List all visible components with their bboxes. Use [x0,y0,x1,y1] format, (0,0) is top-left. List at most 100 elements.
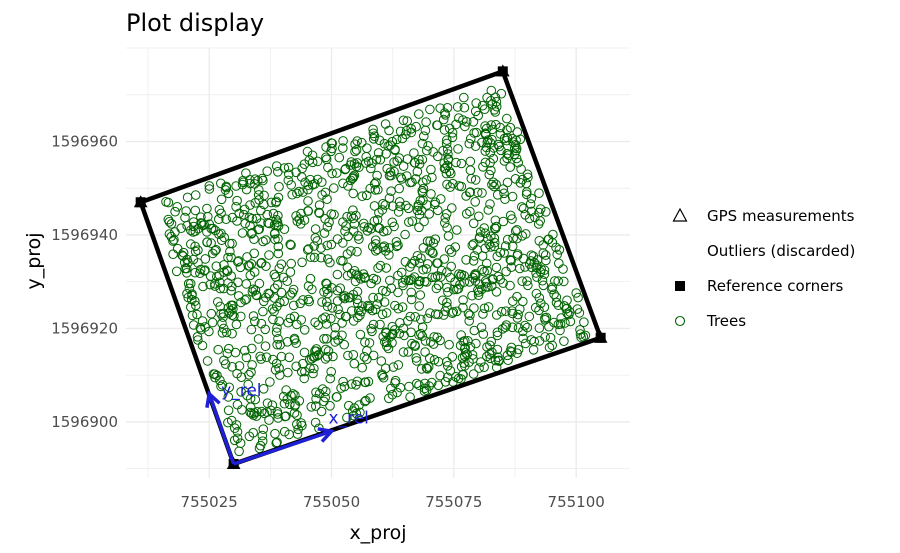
tree-point [439,158,450,168]
tree-point [289,408,300,418]
tree-point [289,333,300,344]
tree-point [544,342,555,353]
tree-point [268,314,278,325]
tree-point [441,138,452,149]
tree-point [394,197,405,207]
tree-point [469,270,480,280]
tree-point [483,205,494,215]
tree-point [249,234,259,244]
tree-point [255,440,266,451]
tree-point [322,352,333,362]
tree-point [484,239,495,250]
tree-point [321,344,331,355]
tree-point [377,309,388,320]
tree-point [482,92,492,103]
tree-point [268,208,279,219]
tree-point [274,316,285,327]
tree-point [345,292,355,303]
tree-point [453,144,463,154]
tree-point [204,181,215,191]
tree-point [576,332,586,343]
tree-point [414,301,425,311]
tree-point [560,318,570,328]
axis-ticks: 755025 755050 755075 755100 1596900 1596920 15… [51,132,605,511]
tree-point [419,216,429,227]
tree-point [380,119,391,129]
tree-point [384,393,394,404]
tree-point [222,348,233,359]
tree-point [499,248,509,258]
tree-point [243,379,253,390]
tree-point [257,173,267,184]
tree-point [348,205,358,215]
tree-point [352,294,362,305]
tree-point [279,426,290,437]
tree-point [549,317,559,328]
tree-point [370,235,381,245]
tree-point [474,287,484,297]
tree-point [425,246,435,256]
tree-point [361,152,372,162]
tree-point [461,209,472,219]
tree-point [317,190,327,200]
tree-point [200,265,210,275]
tree-point [374,208,384,218]
tree-point [461,191,471,201]
tree-point [231,420,242,430]
tree-point [231,202,241,212]
tree-point [357,301,368,311]
tree-point [266,197,277,208]
tree-point [240,345,250,356]
tree-point [459,92,469,103]
tree-point [506,342,517,353]
tree-point [198,281,208,292]
tree-point [190,205,201,216]
tree-point [182,288,192,299]
tree-point [387,389,398,400]
tree-point [291,211,301,221]
legend-label: GPS measurements [707,207,855,225]
tree-point [468,369,479,379]
tree-point [520,210,531,220]
tree-point [180,212,190,223]
tree-point [402,154,413,164]
tree-point [418,243,429,253]
tree-point [483,282,493,292]
tree-point [244,370,254,380]
tree-point [502,177,513,188]
tree-point [452,284,462,295]
tree-point [388,201,398,211]
tree-point [258,424,269,435]
y-tick-label: 1596960 [51,132,118,150]
tree-point [261,235,271,245]
tree-point [387,321,398,332]
tree-point [371,239,381,249]
tree-point [565,316,576,327]
tree-point [232,216,242,226]
tree-point [368,350,379,361]
tree-point [166,219,177,229]
tree-point [330,337,340,347]
tree-point [442,103,453,113]
tree-point [310,417,321,428]
tree-point [384,243,394,253]
tree-point [279,224,290,234]
tree-point [303,206,313,216]
tree-point [371,275,382,285]
tree-point [182,268,192,278]
tree-point [241,294,252,304]
tree-point [379,138,390,149]
tree-point [398,323,409,334]
x-axis-title: x_proj [349,522,406,544]
tree-point [488,177,499,188]
tree-point [411,378,422,389]
tree-point [422,200,432,210]
tree-point [262,166,273,176]
tree-point [433,280,444,291]
tree-point [183,257,193,268]
tree-point [357,191,368,201]
tree-point [223,392,234,402]
tree-point [221,327,232,338]
tree-point [310,224,321,234]
tree-point [469,251,480,261]
